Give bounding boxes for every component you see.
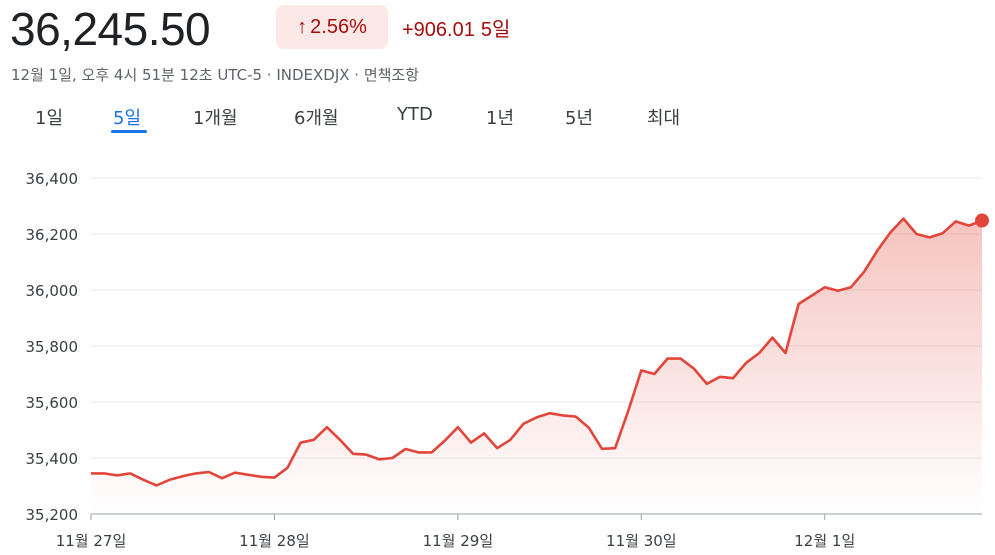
y-tick-label: 35,800: [26, 338, 79, 356]
range-tabs: 1일 5일 1개월 6개월 YTD 1년 5년 최대: [0, 100, 995, 140]
absolute-change: +906.01 5일: [402, 13, 510, 42]
y-tick-label: 36,000: [26, 282, 79, 300]
x-tick-label: 12월 1일: [794, 532, 855, 550]
y-tick-label: 36,400: [26, 170, 79, 188]
arrow-up-icon: ↑: [297, 15, 308, 38]
tab-1-year[interactable]: 1년: [486, 108, 515, 129]
y-tick-label: 35,200: [26, 506, 79, 524]
x-axis: 11월 27일 11월 28일 11월 29일 11월 30일 12월 1일: [56, 514, 855, 550]
active-tab-indicator: [111, 130, 147, 133]
absolute-change-value: +906.01: [402, 19, 475, 41]
percent-change-badge: ↑ 2.56%: [276, 5, 388, 49]
last-price-dot: [975, 213, 989, 228]
tab-ytd[interactable]: YTD: [397, 104, 433, 125]
percent-change-value: 2.56%: [310, 15, 367, 38]
x-tick-label: 11월 30일: [606, 532, 677, 550]
y-tick-label: 35,600: [26, 394, 79, 412]
price-chart[interactable]: 35,200 35,400 35,600 35,800 36,000 36,200 36,4…: [0, 160, 995, 555]
y-tick-label: 36,200: [26, 226, 79, 244]
tab-5-years[interactable]: 5년: [565, 108, 594, 129]
price-line: [91, 217, 983, 487]
tab-5-days[interactable]: 5일: [113, 108, 142, 129]
chart-grid: [91, 177, 982, 515]
y-axis-labels: 35,200 35,400 35,600 35,800 36,000 36,200 36,4…: [26, 170, 79, 524]
current-price: 36,245.50: [10, 3, 211, 55]
x-tick-label: 11월 29일: [423, 532, 494, 550]
tab-6-months[interactable]: 6개월: [294, 108, 339, 129]
x-tick-label: 11월 28일: [239, 532, 310, 550]
y-tick-label: 35,400: [26, 450, 79, 468]
tab-max[interactable]: 최대: [647, 108, 681, 129]
quote-meta-line: 12월 1일, 오후 4시 51분 12초 UTC-5 · INDEXDJX ·…: [11, 66, 420, 84]
price-area-fill: [91, 218, 982, 514]
tab-1-day[interactable]: 1일: [35, 108, 64, 129]
x-tick-label: 11월 27일: [56, 532, 127, 550]
tab-1-month[interactable]: 1개월: [193, 108, 238, 129]
change-period-label: 5일: [480, 19, 511, 41]
